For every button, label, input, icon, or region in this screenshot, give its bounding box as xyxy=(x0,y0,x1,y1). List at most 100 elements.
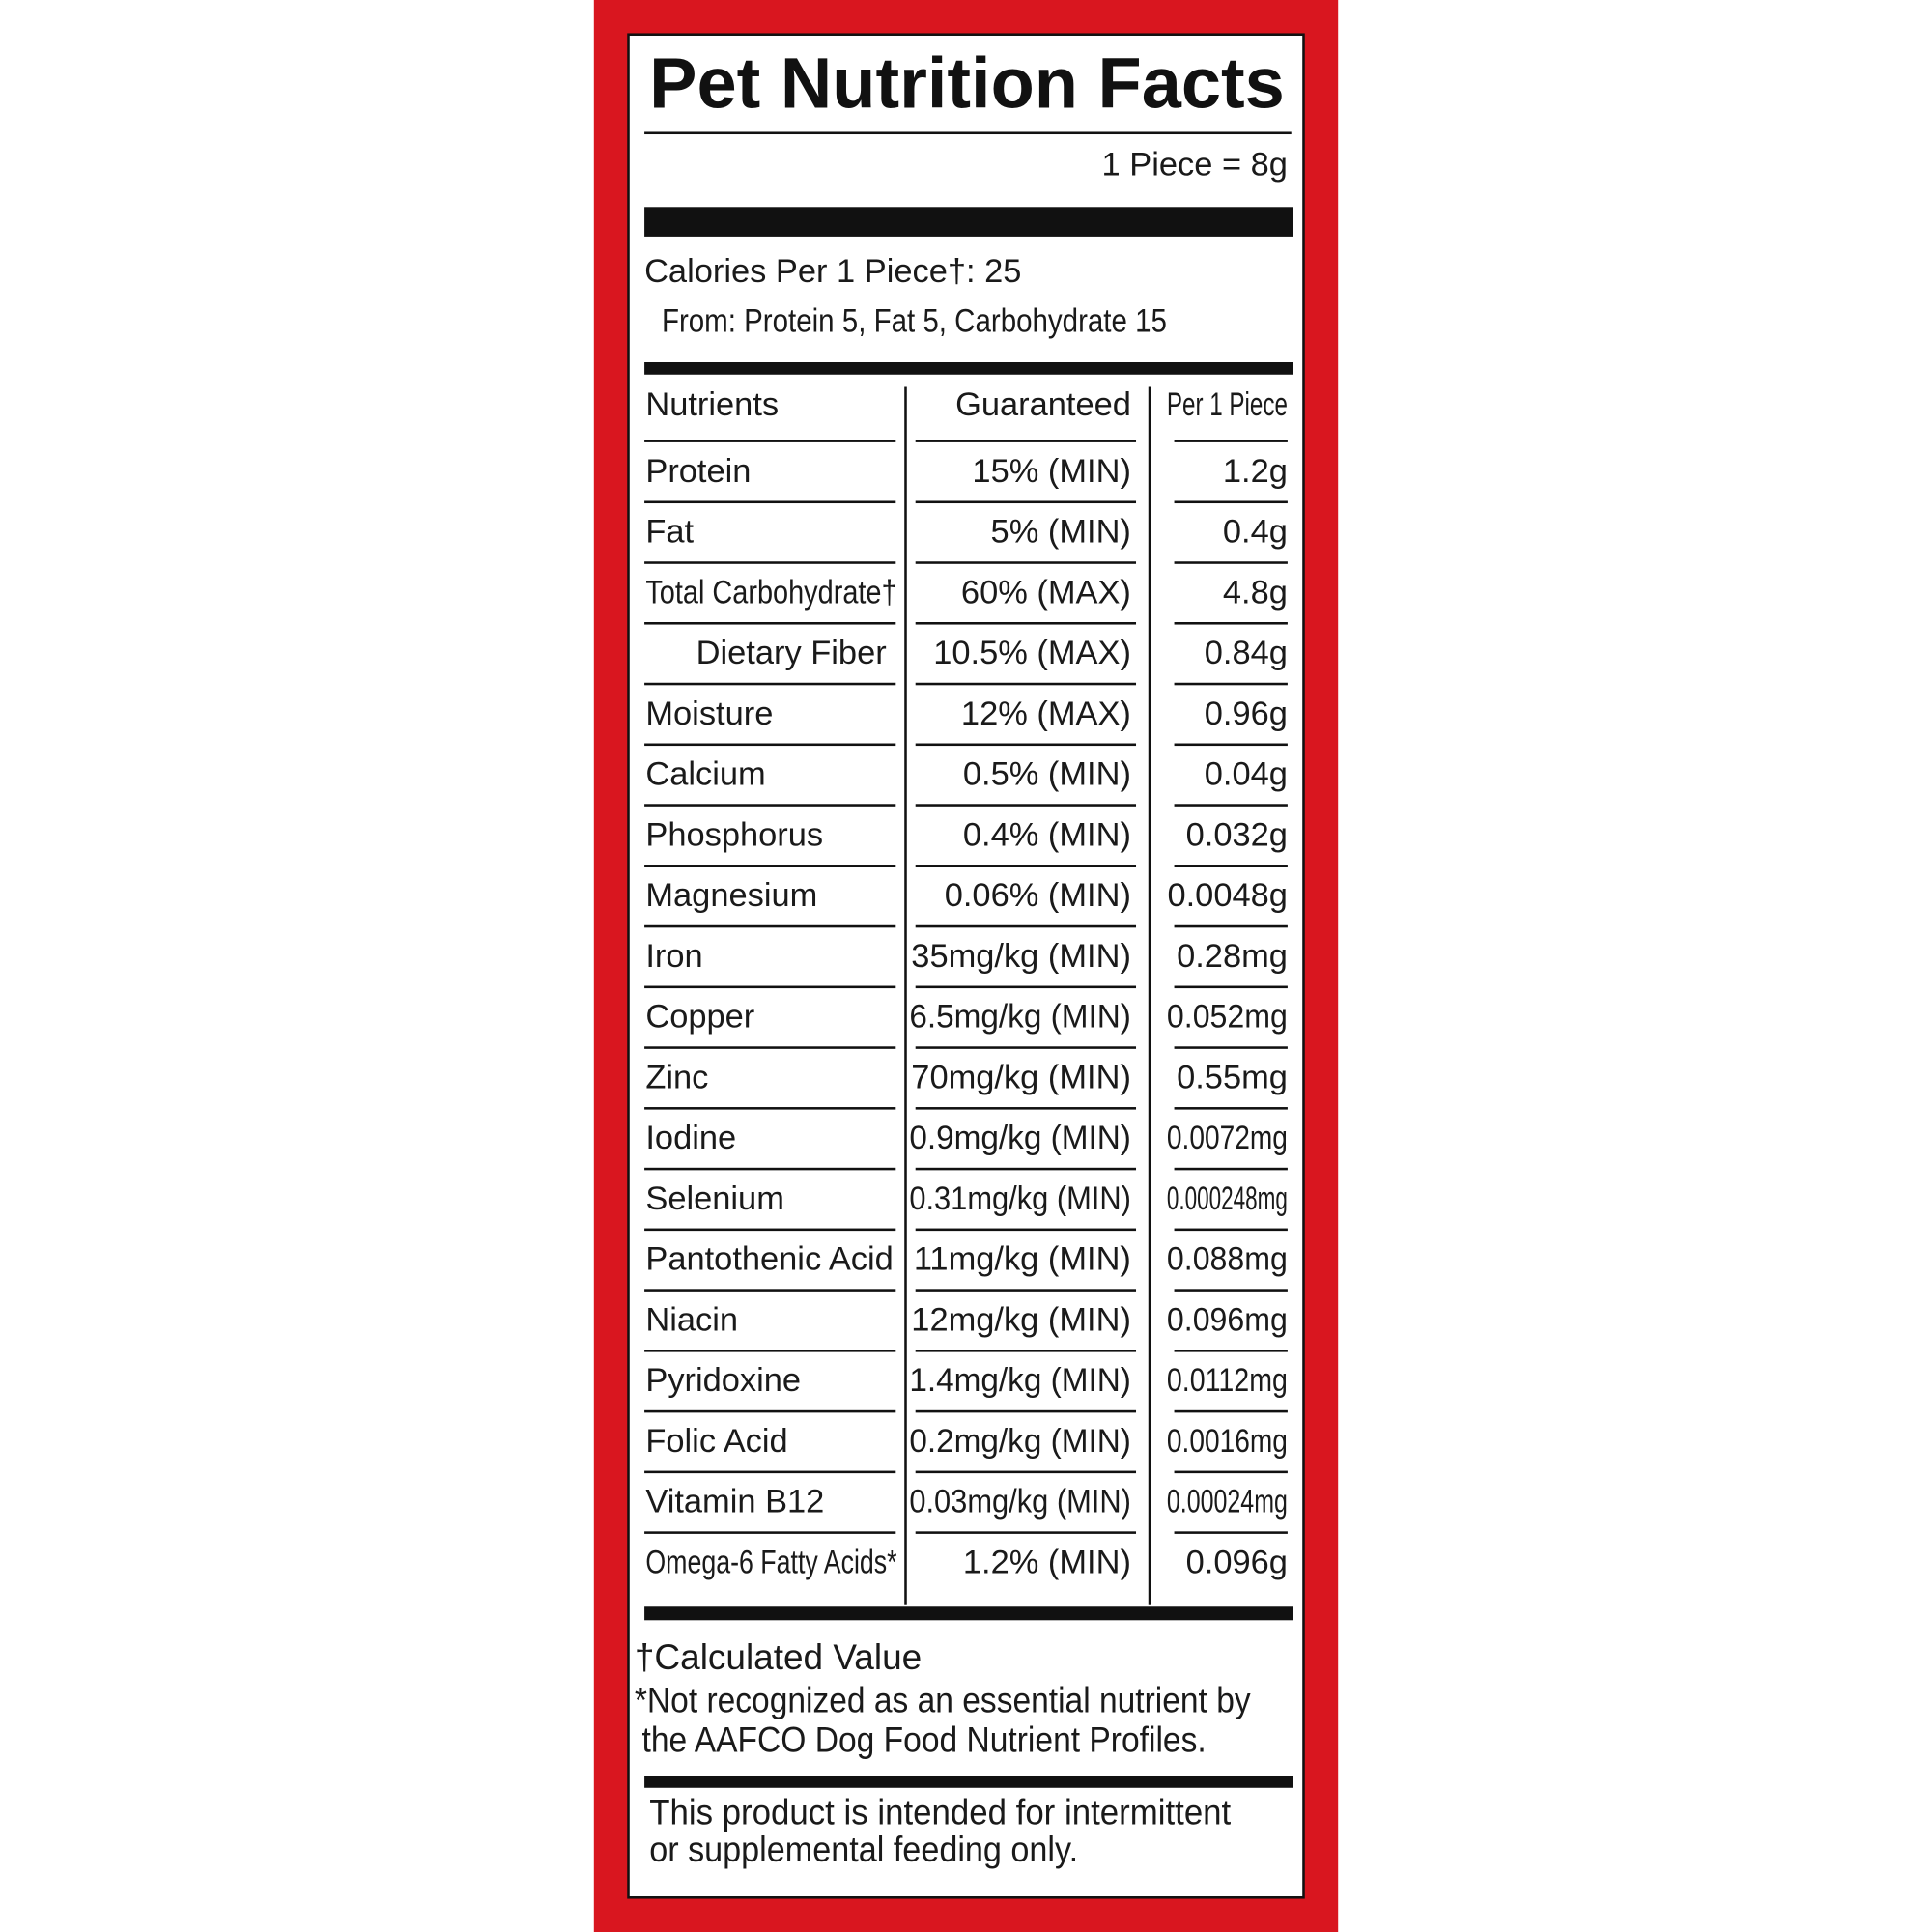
guaranteed-value: 0.2mg/kg (MIN) xyxy=(909,1423,1131,1460)
nutrient-name: Iodine xyxy=(645,1120,736,1156)
row-rule xyxy=(644,1470,896,1474)
per-piece-value: 0.96g xyxy=(1205,696,1288,732)
nutrient-name: Niacin xyxy=(645,1301,738,1338)
row-rule xyxy=(915,924,1137,928)
nutrient-name: Pyridoxine xyxy=(645,1362,801,1399)
per-piece-value: 0.0016mg xyxy=(1167,1423,1288,1460)
column-divider xyxy=(1148,386,1151,1605)
per-piece-value: 0.00024mg xyxy=(1167,1484,1288,1520)
row-rule xyxy=(644,1046,896,1049)
row-rule xyxy=(1174,1470,1288,1474)
row-rule xyxy=(915,500,1137,504)
row-rule xyxy=(1174,804,1288,807)
row-rule xyxy=(915,1409,1137,1413)
row-rule xyxy=(915,682,1137,686)
row-rule xyxy=(644,561,896,564)
row-rule xyxy=(1174,1107,1288,1110)
per-piece-value: 0.096g xyxy=(1186,1544,1288,1580)
row-rule xyxy=(644,1107,896,1110)
row-rule xyxy=(644,1409,896,1413)
row-rule xyxy=(644,1289,896,1292)
row-rule xyxy=(1174,1228,1288,1232)
row-rule xyxy=(915,1107,1137,1110)
footnote: †Calculated Value xyxy=(635,1637,922,1677)
nutrient-name: Iron xyxy=(645,938,702,975)
guaranteed-value: 60% (MAX) xyxy=(961,574,1131,611)
row-rule xyxy=(1174,924,1288,928)
row-rule xyxy=(644,1167,896,1171)
row-rule xyxy=(915,561,1137,564)
per-piece-value: 0.28mg xyxy=(1177,938,1288,975)
guaranteed-value: 0.31mg/kg (MIN) xyxy=(909,1180,1131,1217)
guaranteed-value: 10.5% (MAX) xyxy=(933,635,1131,671)
per-piece-value: 4.8g xyxy=(1223,574,1288,611)
row-rule xyxy=(915,743,1137,747)
row-rule xyxy=(915,1289,1137,1292)
row-rule xyxy=(915,1046,1137,1049)
row-rule xyxy=(644,924,896,928)
row-rule xyxy=(1174,743,1288,747)
row-rule xyxy=(1174,985,1288,989)
row-rule xyxy=(915,985,1137,989)
footnote: *Not recognized as an essential nutrient… xyxy=(635,1681,1251,1720)
row-rule xyxy=(644,985,896,989)
column-divider xyxy=(904,386,907,1605)
row-rule xyxy=(644,804,896,807)
label-box xyxy=(627,33,1305,1899)
title: Pet Nutrition Facts xyxy=(649,43,1285,123)
row-rule xyxy=(915,440,1137,442)
row-rule xyxy=(1174,1409,1288,1413)
row-rule xyxy=(915,865,1137,867)
nutrient-name: Selenium xyxy=(645,1180,784,1217)
calories-from: From: Protein 5, Fat 5, Carbohydrate 15 xyxy=(662,302,1167,339)
statement: or supplemental feeding only. xyxy=(649,1830,1078,1869)
nutrient-name: Calcium xyxy=(645,756,765,793)
nutrient-name: Magnesium xyxy=(645,877,817,914)
row-rule xyxy=(1174,865,1288,867)
row-rule xyxy=(1174,1289,1288,1292)
per-piece-value: 0.55mg xyxy=(1177,1059,1288,1095)
nutrient-name: Phosphorus xyxy=(645,816,823,853)
nutrient-name: Dietary Fiber xyxy=(696,635,887,671)
per-piece-value: 0.000248mg xyxy=(1167,1180,1288,1217)
guaranteed-value: 70mg/kg (MIN) xyxy=(911,1059,1131,1095)
footnote: the AAFCO Dog Food Nutrient Profiles. xyxy=(642,1719,1207,1759)
per-piece-value: 0.84g xyxy=(1205,635,1288,671)
per-piece-value: 0.088mg xyxy=(1167,1241,1288,1278)
nutrient-name: Omega-6 Fatty Acids* xyxy=(645,1544,896,1580)
guaranteed-value: 1.2% (MIN) xyxy=(963,1544,1131,1580)
guaranteed-value: 0.03mg/kg (MIN) xyxy=(909,1484,1131,1520)
row-rule xyxy=(915,1228,1137,1232)
row-rule xyxy=(1174,440,1288,442)
row-rule xyxy=(644,865,896,867)
per-piece-value: 0.4g xyxy=(1223,514,1288,551)
column-header: Per 1 Piece xyxy=(1167,386,1288,423)
per-piece-value: 0.0112mg xyxy=(1167,1362,1288,1399)
guaranteed-value: 11mg/kg (MIN) xyxy=(914,1241,1131,1278)
row-rule xyxy=(644,1531,896,1534)
guaranteed-value: 0.06% (MIN) xyxy=(945,877,1131,914)
row-rule xyxy=(1174,500,1288,504)
nutrient-name: Zinc xyxy=(645,1059,708,1095)
row-rule xyxy=(915,1167,1137,1171)
nutrient-name: Vitamin B12 xyxy=(645,1484,824,1520)
row-rule xyxy=(1174,1531,1288,1534)
per-piece-value: 0.0072mg xyxy=(1167,1120,1288,1156)
row-rule xyxy=(644,622,896,625)
per-piece-value: 0.0048g xyxy=(1167,877,1287,914)
guaranteed-value: 15% (MIN) xyxy=(972,453,1130,490)
guaranteed-value: 6.5mg/kg (MIN) xyxy=(909,999,1131,1036)
row-rule xyxy=(915,804,1137,807)
row-rule xyxy=(915,1470,1137,1474)
row-rule xyxy=(1174,1350,1288,1352)
per-piece-value: 0.032g xyxy=(1186,816,1288,853)
row-rule xyxy=(644,440,896,442)
per-piece-value: 0.096mg xyxy=(1167,1301,1288,1338)
row-rule xyxy=(644,1350,896,1352)
row-rule xyxy=(1174,561,1288,564)
guaranteed-value: 12mg/kg (MIN) xyxy=(911,1301,1131,1338)
row-rule xyxy=(644,743,896,747)
serving-size: 1 Piece = 8g xyxy=(1102,146,1288,183)
